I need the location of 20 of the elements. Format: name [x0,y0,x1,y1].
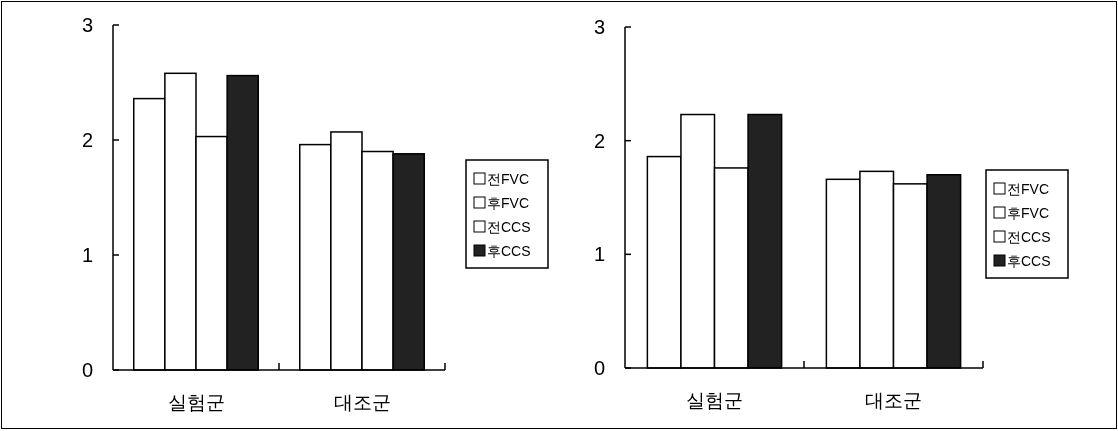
legend-label: 후FVC [1007,205,1049,221]
legend-label: 후CCS [1007,253,1051,269]
legend-label: 전CCS [1007,229,1051,245]
legend-label: 후FVC [487,195,529,211]
y-tick-label: 0 [81,359,93,381]
legend-label: 전FVC [1007,181,1049,197]
x-tick-label: 대조군 [333,392,391,413]
y-tick-label: 1 [593,243,605,266]
y-tick-label: 0 [593,357,605,379]
x-tick-label: 실험군 [167,392,225,413]
x-tick-label: 실험군 [686,390,743,411]
legend-label: 전CCS [487,219,531,235]
y-tick-label: 1 [81,244,93,266]
y-tick-label: 3 [593,16,605,38]
y-tick-label: 2 [81,129,93,151]
legend-label: 전FVC [487,171,529,187]
x-tick-label: 대조군 [865,390,922,411]
y-tick-label: 2 [593,129,605,152]
legend-label: 후CCS [487,243,531,259]
y-tick-label: 3 [81,14,93,36]
